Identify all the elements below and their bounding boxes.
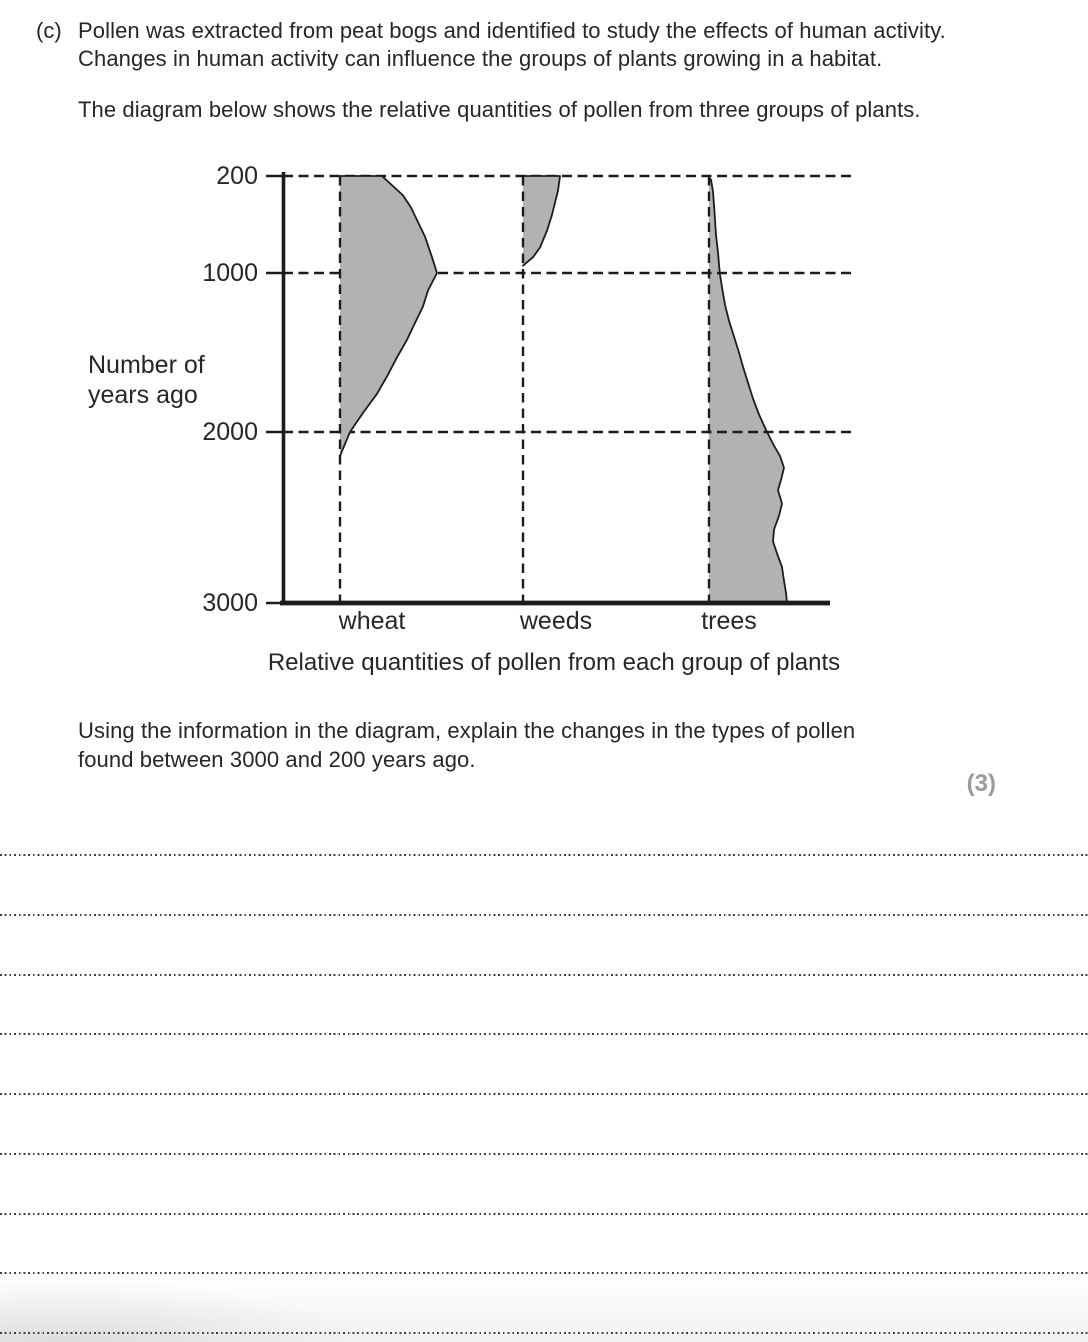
intro-line-1: Pollen was extracted from peat bogs and … xyxy=(78,18,946,43)
trees-shape-layer xyxy=(708,176,788,604)
answer-line xyxy=(0,1153,1088,1155)
task-line-1: Using the information in the diagram, ex… xyxy=(78,718,856,743)
y-tick-label-2000: 2000 xyxy=(202,418,258,446)
trees-pollen-shape xyxy=(709,177,787,604)
wheat-pollen-shape xyxy=(340,176,437,456)
y-axis-title-line-1: Number of xyxy=(88,351,205,379)
answer-line xyxy=(0,974,1088,976)
diagram-intro-line: The diagram below shows the relative qua… xyxy=(78,97,921,122)
answer-line xyxy=(0,854,1088,856)
axes-layer xyxy=(280,172,830,606)
intro-line-2: Changes in human activity can influence … xyxy=(78,46,883,71)
x-label-trees: trees xyxy=(701,607,757,635)
weeds-pollen-shape xyxy=(523,176,560,266)
diagram-caption: Relative quantities of pollen from each … xyxy=(267,649,841,676)
answer-line xyxy=(0,914,1088,916)
task-line-2: found between 3000 and 200 years ago. xyxy=(78,747,476,772)
wheat-weeds-shape-layer xyxy=(339,175,561,457)
answer-line xyxy=(0,1093,1088,1095)
y-axis-title-line-2: years ago xyxy=(88,381,198,409)
answer-line xyxy=(0,1332,1088,1334)
answer-line xyxy=(0,1213,1088,1215)
x-label-weeds: weeds xyxy=(519,607,593,635)
vertical-baselines xyxy=(338,176,711,603)
question-part-label: (c) xyxy=(36,18,62,43)
answer-line xyxy=(0,1033,1088,1035)
trees-pollen-outline xyxy=(708,176,788,604)
y-axis-title: Number of years ago xyxy=(88,350,205,410)
y-tick-label-1000: 1000 xyxy=(202,259,258,287)
weeds-pollen-outline xyxy=(522,175,561,267)
marks-badge: (3) xyxy=(966,770,996,797)
y-tick-label-3000: 3000 xyxy=(202,589,258,617)
wheat-pollen-outline xyxy=(339,175,438,457)
x-label-wheat: wheat xyxy=(338,607,406,635)
y-tick-label-200: 200 xyxy=(216,162,258,190)
answer-line xyxy=(0,1272,1088,1274)
